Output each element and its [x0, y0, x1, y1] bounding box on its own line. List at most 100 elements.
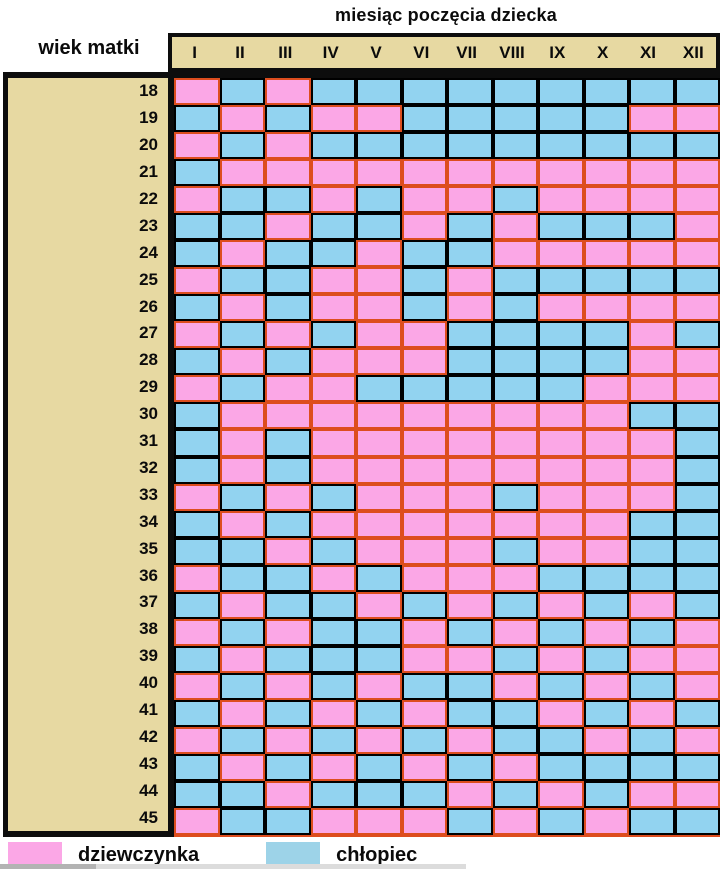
cell-37-IX — [538, 591, 584, 619]
cell-22-VIII — [492, 186, 538, 214]
cell-30-VII — [447, 402, 493, 430]
cell-31-IX — [538, 429, 584, 457]
cell-42-VIII — [492, 726, 538, 754]
cell-43-X — [583, 753, 629, 781]
cell-28-VIII — [492, 348, 538, 376]
month-label-I: I — [192, 42, 198, 62]
cell-31-II — [219, 429, 265, 457]
cell-36-IV — [310, 564, 356, 592]
cell-18-I — [174, 78, 220, 106]
cell-20-I — [174, 132, 220, 160]
cell-18-VII — [447, 78, 493, 106]
cell-32-XII — [674, 456, 720, 484]
cell-19-VIII — [492, 105, 538, 133]
cell-22-II — [219, 186, 265, 214]
cell-43-VIII — [492, 753, 538, 781]
age-label-29: 29 — [139, 377, 158, 397]
cell-19-II — [219, 105, 265, 133]
cell-33-X — [583, 483, 629, 511]
cell-45-V — [356, 807, 402, 835]
cell-35-VI — [401, 537, 447, 565]
cell-18-II — [219, 78, 265, 106]
cell-30-V — [356, 402, 402, 430]
cell-26-X — [583, 294, 629, 322]
cell-35-VII — [447, 537, 493, 565]
age-label-27: 27 — [139, 323, 158, 343]
cell-36-VI — [401, 564, 447, 592]
cell-43-III — [265, 753, 311, 781]
cell-40-III — [265, 672, 311, 700]
cell-39-XI — [629, 645, 675, 673]
cell-45-X — [583, 807, 629, 835]
cell-23-XI — [629, 213, 675, 241]
cell-37-II — [219, 591, 265, 619]
cell-24-VIII — [492, 240, 538, 268]
cell-27-III — [265, 321, 311, 349]
age-label-26: 26 — [139, 296, 158, 316]
cell-37-V — [356, 591, 402, 619]
cell-22-IV — [310, 186, 356, 214]
cell-27-I — [174, 321, 220, 349]
cell-44-X — [583, 780, 629, 808]
cell-39-II — [219, 645, 265, 673]
row-axis-label: wiek matki — [38, 37, 140, 59]
cell-32-VIII — [492, 456, 538, 484]
cell-25-IV — [310, 267, 356, 295]
cell-28-II — [219, 348, 265, 376]
cell-43-VI — [401, 753, 447, 781]
cell-43-IV — [310, 753, 356, 781]
month-label-VI: VI — [413, 42, 430, 62]
cell-33-XII — [674, 483, 720, 511]
cell-38-IV — [310, 618, 356, 646]
cell-19-VI — [401, 105, 447, 133]
cell-27-X — [583, 321, 629, 349]
cell-23-IX — [538, 213, 584, 241]
cell-23-VIII — [492, 213, 538, 241]
cell-24-XI — [629, 240, 675, 268]
month-label-III: III — [278, 42, 293, 62]
cell-34-VIII — [492, 510, 538, 538]
month-label-X: X — [596, 42, 609, 62]
cell-20-XII — [674, 132, 720, 160]
cell-36-III — [265, 564, 311, 592]
age-column: 18 19 20 21 22 23 24 25 26 27 28 29 30 31 32 33 34 35 36 37… — [3, 78, 174, 837]
cell-26-II — [219, 294, 265, 322]
cell-43-VII — [447, 753, 493, 781]
cell-44-XI — [629, 780, 675, 808]
cell-35-VIII — [492, 537, 538, 565]
cell-28-XII — [674, 348, 720, 376]
cell-36-I — [174, 564, 220, 592]
cell-39-IV — [310, 645, 356, 673]
age-label-31: 31 — [139, 431, 158, 451]
cell-30-XII — [674, 402, 720, 430]
cell-31-XII — [674, 429, 720, 457]
cell-42-XI — [629, 726, 675, 754]
cell-26-VIII — [492, 294, 538, 322]
cell-30-II — [219, 402, 265, 430]
cell-24-VII — [447, 240, 493, 268]
cell-24-VI — [401, 240, 447, 268]
cell-39-VI — [401, 645, 447, 673]
cell-40-VIII — [492, 672, 538, 700]
cell-32-V — [356, 456, 402, 484]
cell-29-XI — [629, 375, 675, 403]
cell-45-II — [219, 807, 265, 835]
cell-43-IX — [538, 753, 584, 781]
cell-19-III — [265, 105, 311, 133]
cell-24-I — [174, 240, 220, 268]
age-label-21: 21 — [139, 162, 158, 182]
cell-20-XI — [629, 132, 675, 160]
cell-22-VI — [401, 186, 447, 214]
cell-30-IV — [310, 402, 356, 430]
cell-36-VII — [447, 564, 493, 592]
girl-color-swatch — [8, 842, 62, 868]
cell-29-VII — [447, 375, 493, 403]
cell-24-IX — [538, 240, 584, 268]
cell-39-VII — [447, 645, 493, 673]
month-label-XII: XII — [682, 42, 704, 62]
cell-33-V — [356, 483, 402, 511]
cell-40-VI — [401, 672, 447, 700]
cell-37-X — [583, 591, 629, 619]
cell-18-III — [265, 78, 311, 106]
age-label-35: 35 — [139, 538, 158, 558]
